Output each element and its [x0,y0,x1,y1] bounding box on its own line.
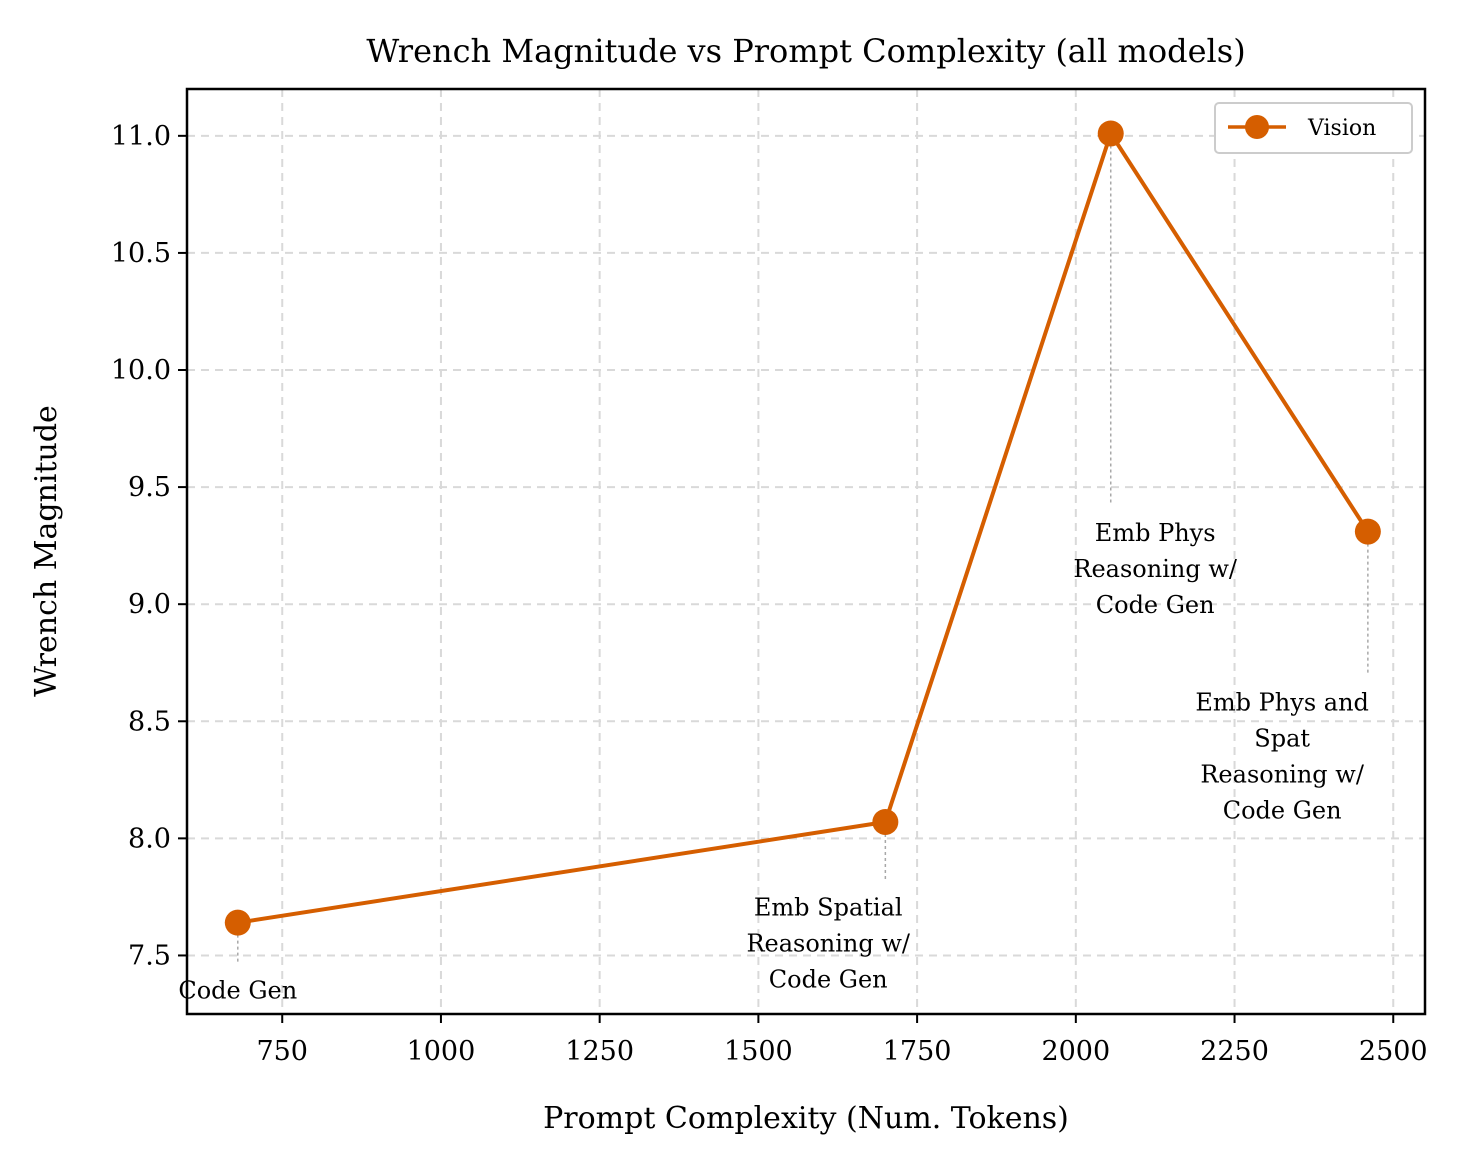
annotation-line: Reasoning w/ [1073,555,1237,583]
annotation-line: Code Gen [1223,796,1342,824]
y-tick-label: 11.0 [111,121,171,152]
grid [187,89,1425,1014]
data-point [1354,518,1381,545]
annotation-line: Reasoning w/ [1200,760,1364,788]
annotation-line: Code Gen [769,966,888,994]
chart-title: Wrench Magnitude vs Prompt Complexity (a… [366,32,1245,70]
x-tick-label: 2000 [1041,1036,1110,1067]
annotation-line: Reasoning w/ [746,930,910,958]
annotation-label: Code Gen [178,977,297,1005]
y-tick-label: 8.0 [128,823,171,854]
x-axis-title: Prompt Complexity (Num. Tokens) [543,1101,1069,1136]
x-tick-label: 2500 [1359,1036,1428,1067]
x-tick-label: 1750 [883,1036,952,1067]
y-axis-title: Wrench Magnitude [29,405,64,697]
x-tick-label: 1000 [407,1036,476,1067]
x-tick-label: 2250 [1200,1036,1269,1067]
y-tick-label: 10.5 [111,238,171,269]
legend-box [1214,102,1413,154]
annotation-line: Code Gen [178,977,297,1005]
x-tick-label: 750 [256,1036,308,1067]
series [224,120,1381,936]
data-point [224,909,251,936]
annotation-label: Emb Phys and Spat Reasoning w/Code Gen [1195,688,1369,824]
y-tick-label: 7.5 [128,940,171,971]
ticks: 750 1000 1250 1500 1750 2000 2250 2500 7.5 8.0 8.5… [111,121,1428,1067]
y-tick-label: 9.0 [128,589,171,620]
annotation-line: Spat [1254,724,1310,752]
data-point [1097,120,1124,147]
plot-frame [185,87,1427,1016]
legend-label: Vision [1307,116,1376,141]
annotation-line: Emb Phys and [1195,688,1369,716]
series-line [237,131,1370,925]
y-tick-label: 10.0 [111,355,171,386]
annotation-label: Emb Phys Reasoning w/Code Gen [1073,519,1237,619]
annotation-line: Emb Phys [1095,519,1216,547]
annotation-line: Code Gen [1096,591,1215,619]
x-tick-label: 1250 [565,1036,634,1067]
y-tick-label: 9.5 [128,472,171,503]
data-point [872,808,899,835]
y-tick-label: 8.5 [128,706,171,737]
legend-marker [1245,115,1269,139]
annotation-label: Emb Spatial Reasoning w/Code Gen [746,894,910,994]
x-tick-label: 1500 [724,1036,793,1067]
legend: Vision [1214,102,1413,154]
annotation-line: Emb Spatial [754,894,903,922]
